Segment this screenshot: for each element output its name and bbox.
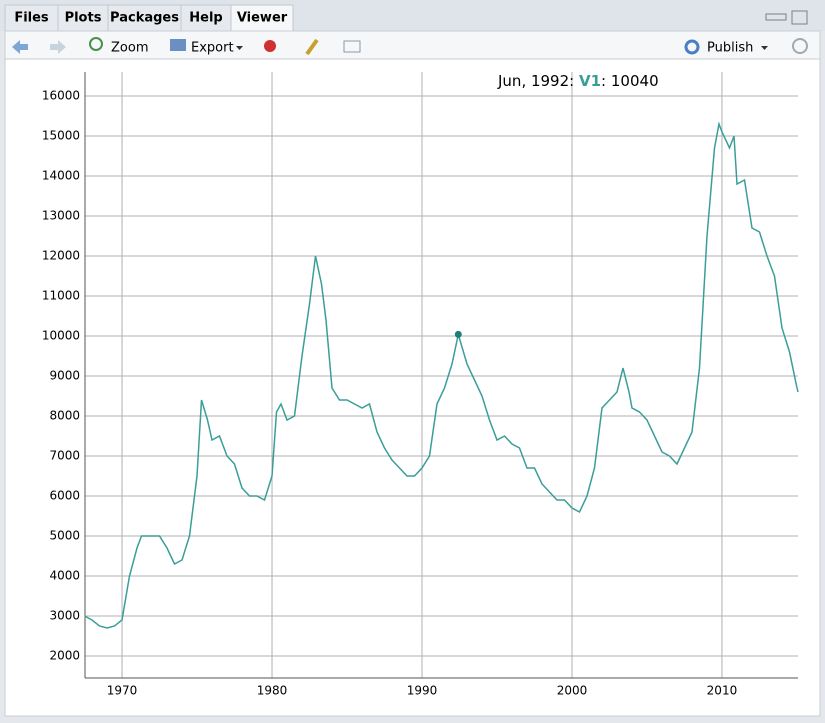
tab-label[interactable]: Viewer	[237, 11, 288, 26]
publish-icon	[684, 39, 700, 55]
tab-label[interactable]: Help	[189, 11, 222, 26]
legend-value: 10040	[611, 72, 659, 90]
dropdown[interactable]	[761, 46, 768, 50]
forward[interactable]	[50, 40, 66, 54]
x-tick-label: 1990	[407, 684, 438, 698]
maximize[interactable]	[791, 10, 808, 25]
y-tick-label: 16000	[42, 89, 80, 103]
y-tick-label: 10000	[42, 329, 80, 343]
tab[interactable]	[230, 4, 294, 32]
y-tick-label: 11000	[42, 289, 80, 303]
legend: Jun, 1992: V1: 10040	[497, 72, 659, 90]
y-tick-label: 8000	[49, 409, 80, 423]
y-tick-label: 3000	[49, 609, 80, 623]
dropdown[interactable]	[236, 46, 243, 50]
x-tick-label: 1980	[257, 684, 288, 698]
zoom[interactable]: Zoom	[111, 41, 148, 56]
legend-x: Jun, 1992	[497, 72, 569, 90]
toolbar	[4, 30, 821, 60]
y-tick-label: 15000	[42, 129, 80, 143]
minimize[interactable]	[765, 13, 787, 21]
x-tick-label: 1970	[107, 684, 138, 698]
clear[interactable]	[305, 38, 319, 56]
refresh[interactable]	[792, 38, 808, 54]
publish[interactable]: Publish	[707, 41, 753, 56]
y-tick-label: 14000	[42, 169, 80, 183]
y-tick-label: 9000	[49, 369, 80, 383]
tab-label[interactable]: Files	[14, 11, 49, 26]
highlight-point	[454, 330, 462, 338]
series-line	[84, 121, 799, 629]
popout[interactable]	[343, 40, 361, 53]
export[interactable]: Export	[191, 41, 234, 56]
back[interactable]	[12, 40, 28, 54]
legend-sep: :	[569, 72, 574, 90]
tab-label[interactable]: Plots	[65, 11, 102, 26]
y-tick-label: 6000	[49, 489, 80, 503]
legend-series: V1	[579, 72, 601, 90]
plot-area	[4, 58, 821, 717]
zoom-icon	[89, 37, 103, 51]
legend-sep: :	[601, 72, 606, 90]
y-tick-label: 2000	[49, 649, 80, 663]
x-tick-label: 2000	[557, 684, 588, 698]
export-icon	[170, 39, 186, 51]
y-tick-label: 4000	[49, 569, 80, 583]
y-tick-label: 7000	[49, 449, 80, 463]
y-tick-label: 12000	[42, 249, 80, 263]
remove[interactable]	[264, 40, 276, 52]
x-tick-label: 2010	[707, 684, 738, 698]
tab-label[interactable]: Packages	[110, 11, 179, 26]
y-tick-label: 5000	[49, 529, 80, 543]
y-tick-label: 13000	[42, 209, 80, 223]
